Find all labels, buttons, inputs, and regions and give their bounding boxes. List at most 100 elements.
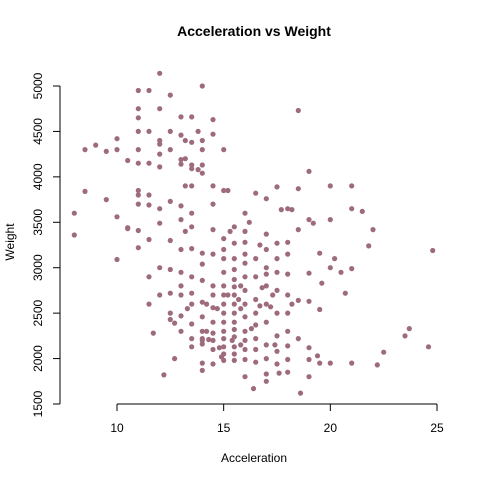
- data-point: [285, 272, 290, 277]
- data-point: [151, 331, 156, 336]
- data-point: [242, 261, 247, 266]
- data-point: [189, 336, 194, 341]
- data-point: [189, 344, 194, 349]
- data-point: [178, 270, 183, 275]
- data-point: [285, 311, 290, 316]
- data-point: [232, 327, 237, 332]
- data-point: [232, 267, 237, 272]
- y-tick-label: 3000: [31, 254, 45, 281]
- data-point: [189, 114, 194, 119]
- data-point: [183, 183, 188, 188]
- data-point: [238, 283, 243, 288]
- data-point: [274, 333, 279, 338]
- data-point: [210, 338, 215, 343]
- data-point: [343, 291, 348, 296]
- y-tick-label: 2000: [31, 345, 45, 372]
- data-point: [168, 238, 173, 243]
- data-point: [277, 371, 282, 376]
- data-point: [146, 161, 151, 166]
- data-point: [221, 320, 226, 325]
- data-point: [289, 302, 294, 307]
- data-point: [253, 347, 258, 352]
- data-point: [168, 199, 173, 204]
- data-point: [247, 220, 252, 225]
- data-point: [221, 358, 226, 363]
- data-point: [189, 321, 194, 326]
- data-point: [317, 307, 322, 312]
- data-point: [253, 311, 258, 316]
- data-point: [178, 247, 183, 252]
- data-point: [232, 344, 237, 349]
- data-point: [317, 361, 322, 366]
- data-point: [274, 256, 279, 261]
- data-point: [221, 302, 226, 307]
- data-point: [285, 357, 290, 362]
- data-point: [189, 302, 194, 307]
- data-point: [178, 203, 183, 208]
- data-point: [136, 188, 141, 193]
- data-point: [264, 302, 269, 307]
- y-tick-label: 4500: [31, 118, 45, 145]
- data-point: [274, 270, 279, 275]
- data-point: [136, 88, 141, 93]
- data-point: [168, 317, 173, 322]
- data-point: [136, 228, 141, 233]
- data-point: [161, 372, 166, 377]
- data-point: [232, 241, 237, 246]
- data-point: [178, 162, 183, 167]
- data-point: [178, 133, 183, 138]
- data-point: [178, 157, 183, 162]
- data-point: [157, 164, 162, 169]
- data-point: [306, 217, 311, 222]
- data-point: [264, 265, 269, 270]
- x-tick-label: 25: [430, 421, 444, 435]
- data-point: [93, 143, 98, 148]
- y-tick-label: 1500: [31, 390, 45, 417]
- data-point: [168, 129, 173, 134]
- data-point: [264, 247, 269, 252]
- data-point: [189, 246, 194, 251]
- data-point: [349, 266, 354, 271]
- data-point: [183, 138, 188, 143]
- data-point: [349, 206, 354, 211]
- data-point: [200, 138, 205, 143]
- data-point: [157, 206, 162, 211]
- data-point: [381, 350, 386, 355]
- data-point: [242, 274, 247, 279]
- data-point: [274, 184, 279, 189]
- data-point: [178, 313, 183, 318]
- data-point: [264, 320, 269, 325]
- data-point: [274, 311, 279, 316]
- data-point: [232, 277, 237, 282]
- data-point: [157, 221, 162, 226]
- data-point: [232, 334, 237, 339]
- data-point: [168, 93, 173, 98]
- data-point: [236, 297, 241, 302]
- data-point: [251, 386, 256, 391]
- data-point: [221, 311, 226, 316]
- data-point: [306, 345, 311, 350]
- data-point: [114, 136, 119, 141]
- data-point: [285, 329, 290, 334]
- data-point: [210, 347, 215, 352]
- x-axis: 10 15 20 25: [110, 404, 444, 435]
- data-point: [210, 320, 215, 325]
- x-tick-label: 10: [110, 421, 124, 435]
- data-point: [204, 329, 209, 334]
- data-point: [221, 283, 226, 288]
- data-point: [172, 356, 177, 361]
- data-point: [157, 152, 162, 157]
- data-point: [264, 272, 269, 277]
- data-point: [253, 322, 258, 327]
- data-point: [232, 351, 237, 356]
- data-point: [232, 311, 237, 316]
- data-point: [146, 192, 151, 197]
- data-point: [125, 226, 130, 231]
- data-point: [146, 274, 151, 279]
- data-point: [206, 337, 211, 342]
- data-point: [189, 140, 194, 145]
- y-axis: 1500 2000 2500 3000 3500 4000 4500 5000: [31, 72, 60, 417]
- data-point: [189, 291, 194, 296]
- data-point: [200, 171, 205, 176]
- data-point: [200, 278, 205, 283]
